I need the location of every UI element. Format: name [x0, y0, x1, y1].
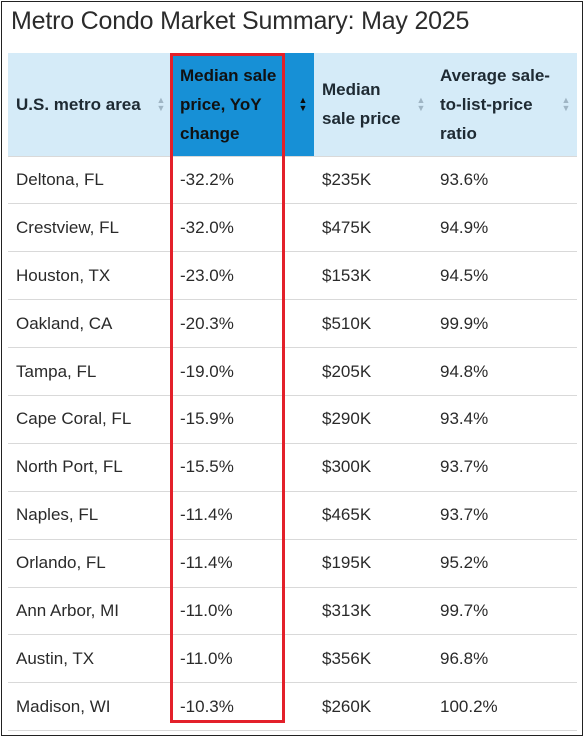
yoy-change-cell: -11.4%: [172, 490, 314, 540]
yoy-change-cell: -10.3%: [172, 682, 314, 732]
median-price-cell: $290K: [314, 394, 432, 444]
yoy-change-cell: -32.2%: [172, 155, 314, 204]
table-row: Ann Arbor, MI -11.0% $313K 99.7%: [8, 586, 577, 635]
table-row: Deltona, FL -32.2% $235K 93.6%: [8, 155, 577, 204]
median-price-cell: $465K: [314, 490, 432, 540]
metro-cell: Ann Arbor, MI: [8, 586, 172, 635]
median-price-cell: $356K: [314, 634, 432, 683]
yoy-change-cell: -11.0%: [172, 634, 314, 683]
sale-to-list-cell: 93.7%: [432, 490, 577, 540]
metro-cell: Houston, TX: [8, 251, 172, 300]
sale-to-list-cell: 93.4%: [432, 394, 577, 444]
column-header-label: Median sale price, YoY change: [180, 65, 277, 143]
median-price-cell: $475K: [314, 203, 432, 252]
sort-arrows-icon[interactable]: ▲ ▼: [561, 95, 571, 114]
sale-to-list-cell: 95.2%: [432, 538, 577, 588]
metro-cell: Oakland, CA: [8, 299, 172, 348]
table-row: Cape Coral, FL -15.9% $290K 93.4%: [8, 394, 577, 444]
column-header-label: U.S. metro area: [16, 94, 141, 114]
table-row: North Port, FL -15.5% $300K 93.7%: [8, 442, 577, 492]
sale-to-list-cell: 93.6%: [432, 155, 577, 204]
column-header-metro[interactable]: U.S. metro area ▲ ▼: [8, 53, 172, 156]
table-body: Deltona, FL -32.2% $235K 93.6% Crestview, FL…: [8, 155, 577, 732]
yoy-change-cell: -20.3%: [172, 299, 314, 348]
metro-cell: Madison, WI: [8, 682, 172, 732]
table-row: Tampa, FL -19.0% $205K 94.8%: [8, 347, 577, 396]
table-row: Austin, TX -11.0% $356K 96.8%: [8, 634, 577, 683]
sale-to-list-cell: 99.9%: [432, 299, 577, 348]
column-header-median-price[interactable]: Median sale price ▲ ▼: [314, 53, 432, 156]
sort-arrows-icon[interactable]: ▲ ▼: [156, 95, 166, 114]
yoy-change-cell: -11.4%: [172, 538, 314, 588]
yoy-change-cell: -32.0%: [172, 203, 314, 252]
table-row: Oakland, CA -20.3% $510K 99.9%: [8, 299, 577, 348]
header-row: U.S. metro area ▲ ▼ Median sale price, Yo…: [8, 53, 577, 156]
column-header-label: Average sale-to-list-price ratio: [440, 65, 550, 143]
yoy-change-cell: -23.0%: [172, 251, 314, 300]
yoy-change-cell: -15.9%: [172, 394, 314, 444]
median-price-cell: $195K: [314, 538, 432, 588]
sort-arrows-icon[interactable]: ▲ ▼: [298, 95, 308, 114]
metro-cell: Orlando, FL: [8, 538, 172, 588]
column-header-sale-to-list[interactable]: Average sale-to-list-price ratio ▲ ▼: [432, 53, 577, 156]
metro-cell: Deltona, FL: [8, 155, 172, 204]
table-row: Orlando, FL -11.4% $195K 95.2%: [8, 538, 577, 588]
median-price-cell: $205K: [314, 347, 432, 396]
median-price-cell: $510K: [314, 299, 432, 348]
sale-to-list-cell: 96.8%: [432, 634, 577, 683]
table-row: Houston, TX -23.0% $153K 94.5%: [8, 251, 577, 300]
table-row: Naples, FL -11.4% $465K 93.7%: [8, 490, 577, 540]
data-table: U.S. metro area ▲ ▼ Median sale price, Yo…: [8, 53, 577, 732]
metro-cell: Naples, FL: [8, 490, 172, 540]
median-price-cell: $153K: [314, 251, 432, 300]
median-price-cell: $300K: [314, 442, 432, 492]
column-header-yoy-change[interactable]: Median sale price, YoY change ▲ ▼: [172, 53, 314, 156]
sale-to-list-cell: 94.8%: [432, 347, 577, 396]
table-title: Metro Condo Market Summary: May 2025: [11, 7, 470, 35]
median-price-cell: $260K: [314, 682, 432, 732]
metro-cell: Austin, TX: [8, 634, 172, 683]
sale-to-list-cell: 94.5%: [432, 251, 577, 300]
sale-to-list-cell: 93.7%: [432, 442, 577, 492]
yoy-change-cell: -11.0%: [172, 586, 314, 635]
metro-cell: Tampa, FL: [8, 347, 172, 396]
table-row: Madison, WI -10.3% $260K 100.2%: [8, 682, 577, 732]
metro-cell: North Port, FL: [8, 442, 172, 492]
sale-to-list-cell: 100.2%: [432, 682, 577, 732]
metro-cell: Cape Coral, FL: [8, 394, 172, 444]
yoy-change-cell: -15.5%: [172, 442, 314, 492]
median-price-cell: $313K: [314, 586, 432, 635]
metro-cell: Crestview, FL: [8, 203, 172, 252]
column-header-label: Median sale price: [322, 80, 401, 129]
median-price-cell: $235K: [314, 155, 432, 204]
sale-to-list-cell: 99.7%: [432, 586, 577, 635]
yoy-change-cell: -19.0%: [172, 347, 314, 396]
sale-to-list-cell: 94.9%: [432, 203, 577, 252]
table-row: Crestview, FL -32.0% $475K 94.9%: [8, 203, 577, 252]
sort-arrows-icon[interactable]: ▲ ▼: [416, 95, 426, 114]
